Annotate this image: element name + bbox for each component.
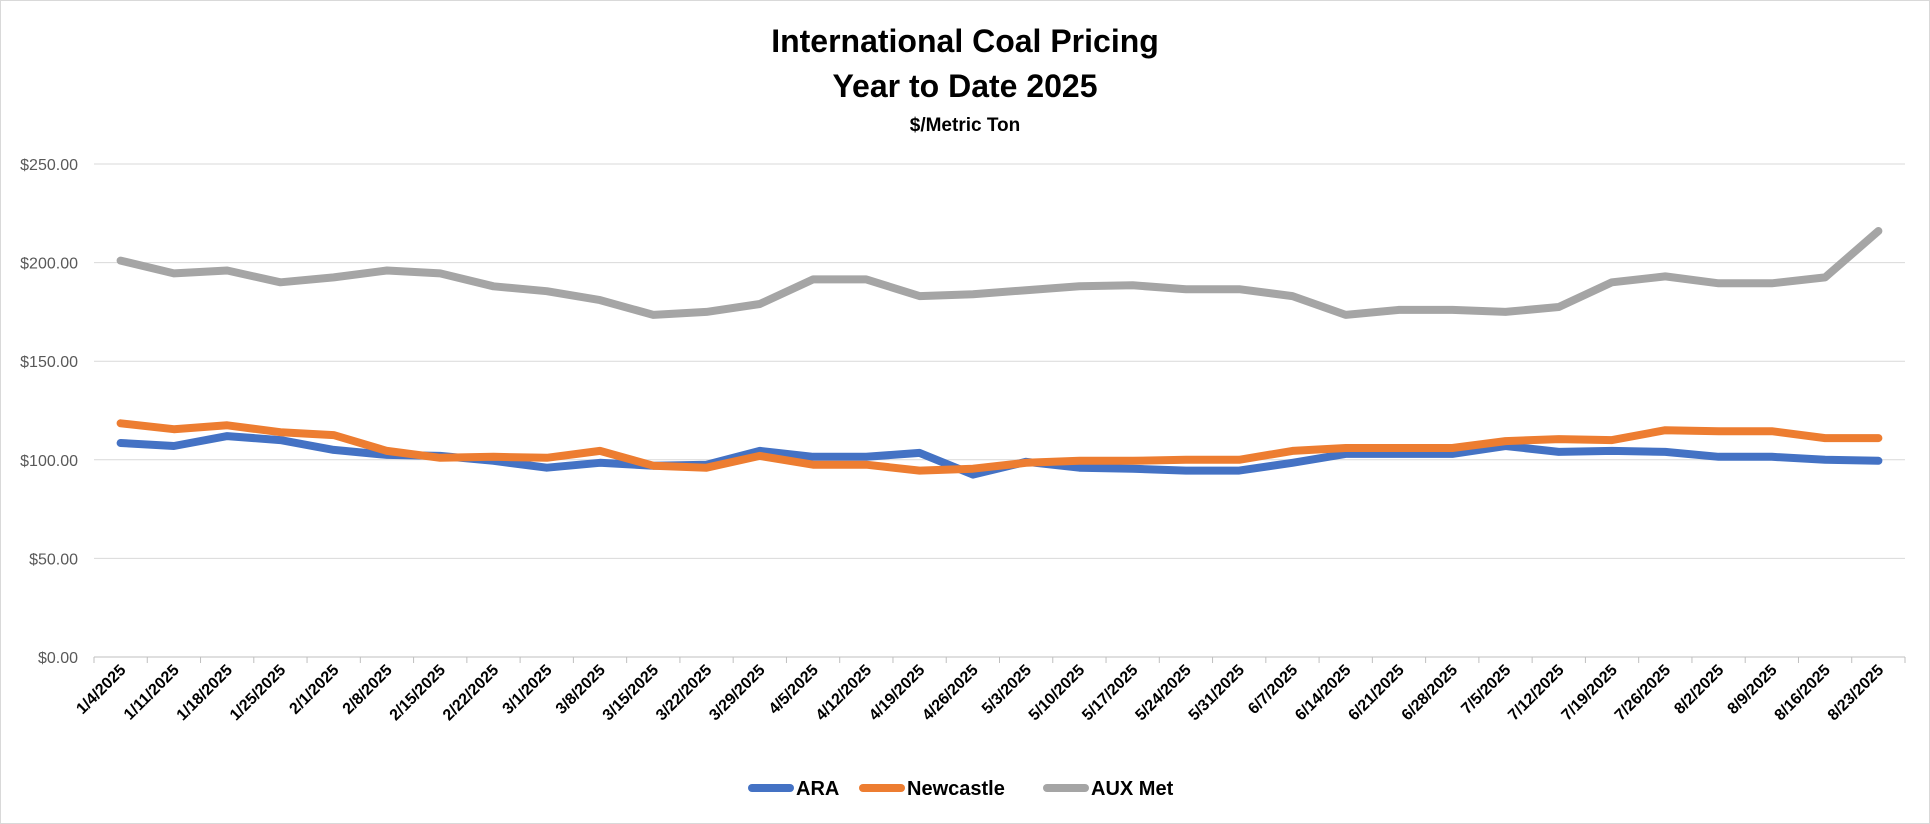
x-tick-label: 6/28/2025 [1399, 662, 1461, 724]
x-tick-label: 2/8/2025 [340, 662, 396, 718]
x-tick-label: 1/18/2025 [174, 662, 236, 724]
x-tick-label: 4/12/2025 [813, 662, 875, 724]
x-tick-label: 4/5/2025 [766, 662, 822, 718]
x-tick-label: 7/26/2025 [1612, 662, 1674, 724]
y-tick-label: $250.00 [20, 157, 78, 174]
x-tick-label: 7/12/2025 [1505, 662, 1567, 724]
chart-title: International Coal Pricing [771, 23, 1159, 59]
x-tick-label: 5/17/2025 [1079, 662, 1141, 724]
x-tick-label: 5/3/2025 [979, 662, 1035, 718]
x-tick-label: 5/31/2025 [1186, 662, 1248, 724]
x-tick-label: 3/8/2025 [553, 662, 609, 718]
x-tick-label: 1/25/2025 [227, 662, 289, 724]
x-axis: 1/4/20251/11/20251/18/20251/25/20252/1/2… [73, 657, 1906, 724]
chart-subtitle: Year to Date 2025 [832, 68, 1097, 104]
legend-label-aux-met: AUX Met [1091, 778, 1174, 800]
x-tick-label: 3/29/2025 [706, 662, 768, 724]
x-tick-label: 5/10/2025 [1026, 662, 1088, 724]
y-tick-label: $0.00 [38, 650, 78, 667]
x-tick-label: 6/21/2025 [1345, 662, 1407, 724]
x-tick-label: 8/23/2025 [1825, 662, 1887, 724]
y-tick-label: $100.00 [20, 453, 78, 470]
x-tick-label: 8/16/2025 [1772, 662, 1834, 724]
x-tick-label: 2/22/2025 [440, 662, 502, 724]
legend: ARA Newcastle AUX Met [748, 778, 1174, 800]
x-tick-label: 8/2/2025 [1671, 662, 1727, 718]
y-tick-label: $200.00 [20, 256, 78, 273]
x-tick-label: 1/11/2025 [121, 662, 183, 724]
legend-label-ara: ARA [796, 778, 839, 800]
x-tick-label: 2/1/2025 [286, 662, 342, 718]
gridlines [94, 163, 1905, 658]
x-tick-label: 5/24/2025 [1132, 662, 1194, 724]
x-tick-label: 2/15/2025 [387, 662, 449, 724]
chart-unit-label: $/Metric Ton [910, 115, 1021, 136]
x-tick-label: 3/15/2025 [600, 662, 662, 724]
x-tick-label: 6/14/2025 [1292, 662, 1354, 724]
series-line-newcastle [116, 419, 1883, 475]
x-tick-label: 8/9/2025 [1725, 662, 1781, 718]
y-tick-label: $50.00 [29, 551, 78, 568]
x-tick-label: 7/19/2025 [1559, 662, 1621, 724]
series-line-aux-met [116, 227, 1883, 319]
y-tick-label: $150.00 [20, 354, 78, 371]
legend-label-newcastle: Newcastle [907, 778, 1005, 800]
x-tick-label: 1/4/2025 [73, 662, 129, 718]
y-axis: $0.00 $50.00 $100.00 $150.00 $200.00 $250.00 [20, 157, 78, 667]
x-tick-label: 3/22/2025 [653, 662, 715, 724]
x-tick-label: 4/26/2025 [919, 662, 981, 724]
x-tick-label: 3/1/2025 [500, 662, 556, 718]
series-lines [116, 227, 1883, 479]
x-tick-label: 4/19/2025 [866, 662, 928, 724]
x-tick-label: 7/5/2025 [1458, 662, 1514, 718]
x-tick-label: 6/7/2025 [1245, 662, 1301, 718]
